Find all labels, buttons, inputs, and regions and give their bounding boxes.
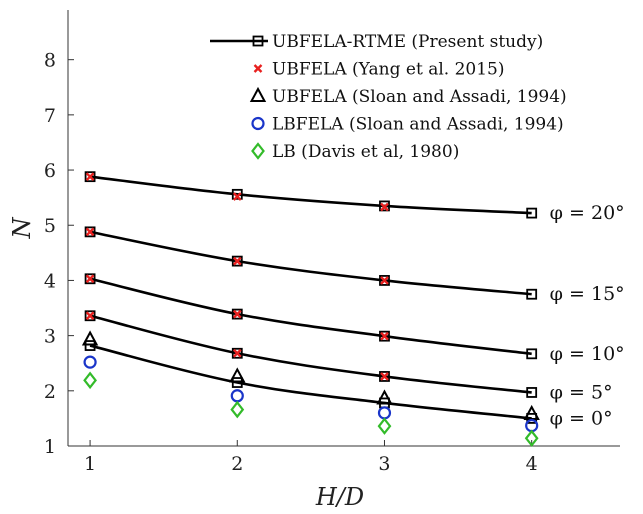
- x-tick-label: 3: [378, 453, 390, 475]
- legend-label-1: UBFELA (Yang et al. 2015): [272, 60, 504, 80]
- legend-marker-3: [251, 116, 265, 131]
- y-axis-title: N: [8, 217, 36, 240]
- data-point-1-1-0: [85, 274, 95, 284]
- data-point-0-3-2: [379, 275, 390, 286]
- legend-label-3: LBFELA (Sloan and Assadi, 1994): [272, 115, 564, 135]
- data-point-0-3-3: [526, 288, 538, 300]
- data-point-3-0-0: [83, 355, 97, 369]
- data-point-1-0-2-stroke: [380, 372, 389, 381]
- data-point-0-2-3: [526, 348, 538, 360]
- data-point-1-1-0-stroke: [85, 274, 95, 284]
- data-point-2-0-1: [229, 367, 246, 383]
- data-point-0-1-1: [231, 347, 243, 359]
- curve-label-4: φ = 20°: [550, 202, 625, 224]
- curves: [89, 175, 532, 420]
- data-point-4-0-2: [377, 417, 392, 435]
- data-point-0-1-2: [379, 371, 390, 382]
- data-point-1-3-0-stroke: [85, 172, 95, 182]
- legend-label-2: UBFELA (Sloan and Assadi, 1994): [272, 87, 567, 107]
- y-tick-label: 1: [44, 436, 56, 458]
- data-point-3-0-3: [525, 418, 539, 433]
- data-point-4-0-3: [524, 429, 539, 448]
- data-point-1-3-2-stroke: [380, 202, 389, 212]
- curve-labels: φ = 0° φ = 5° φ = 10° φ = 15° φ = 20°: [550, 202, 625, 429]
- y-tick-label: 6: [44, 160, 56, 182]
- data-point-0-0-1: [231, 377, 243, 388]
- y-tick-label: 7: [44, 105, 56, 127]
- legend-marker-1: [253, 64, 263, 73]
- y-tick-label: 3: [44, 326, 56, 348]
- series-line-0: [89, 344, 532, 420]
- data-point-3-0-1: [230, 389, 244, 403]
- data-point-1-0-1-stroke: [232, 348, 242, 358]
- legend-marker-2: [249, 86, 267, 102]
- legend-label-0: UBFELA-RTME (Present study): [272, 32, 543, 52]
- data-point-1-0-2: [380, 372, 389, 381]
- curve-label-1: φ = 5°: [550, 381, 613, 403]
- data-point-1-2-2: [380, 276, 389, 285]
- legend-marker-4: [251, 142, 265, 160]
- data-point-0-2-2: [379, 330, 390, 342]
- legend: UBFELA-RTME (Present study) UBFELA (Yang …: [206, 20, 611, 170]
- data-point-2-0-0: [81, 330, 99, 346]
- data-point-2-0-2: [376, 389, 393, 405]
- data-point-1-1-1: [232, 309, 242, 319]
- data-point-1-0-0: [85, 311, 95, 321]
- data-point-1-2-0: [85, 227, 95, 237]
- x-tick-label: 2: [231, 453, 243, 475]
- x-tick-label: 4: [526, 453, 538, 475]
- data-point-1-0-0-stroke: [85, 311, 95, 321]
- data-point-4-0-0: [83, 371, 97, 390]
- x-axis-title: H/D: [315, 483, 364, 511]
- curve-label-3: φ = 15°: [550, 283, 625, 305]
- data-point-0-3-0: [84, 226, 96, 238]
- legend-marker-0: [252, 35, 264, 47]
- legend-box: [206, 20, 611, 170]
- legend-label-4: LB (Davis et al, 1980): [272, 142, 459, 162]
- data-point-1-0-1: [232, 348, 242, 358]
- data-point-0-1-3: [526, 387, 538, 398]
- x-tick-label: 1: [84, 453, 96, 475]
- y-tick-label: 2: [44, 381, 56, 403]
- data-point-0-1-0: [84, 310, 96, 322]
- y-tick-label: 8: [44, 50, 56, 72]
- y-tick-label: 4: [44, 270, 56, 292]
- data-point-1-2-1-stroke: [232, 256, 242, 266]
- series-line-2: [89, 277, 532, 356]
- data-point-0-3-1: [231, 255, 243, 267]
- data-point-1-3-1-stroke: [232, 192, 242, 201]
- y-tick-label: 5: [44, 215, 56, 237]
- data-point-3-0-2: [377, 406, 392, 420]
- data-point-4-0-1: [230, 400, 245, 419]
- data-point-1-3-1: [232, 192, 242, 201]
- data-point-1-3-2: [380, 202, 389, 212]
- data-point-0-4-0: [84, 171, 96, 183]
- data-point-1-2-2-stroke: [380, 276, 389, 285]
- curve-label-0: φ = 0°: [550, 407, 613, 429]
- curve-label-2: φ = 10°: [550, 343, 625, 365]
- axes: 1 2 3 4 1 2 3 4 5 6 7 8: [44, 10, 620, 475]
- data-point-0-4-1: [231, 188, 243, 200]
- data-point-1-1-2-stroke: [380, 331, 389, 341]
- legend-marker-1-stroke: [253, 64, 263, 73]
- data-point-0-2-0: [84, 273, 96, 285]
- data-point-0-4-2: [379, 200, 390, 212]
- data-point-1-1-1-stroke: [232, 309, 242, 319]
- data-point-1-1-2: [380, 331, 389, 341]
- data-point-1-3-0: [85, 172, 95, 182]
- data-point-0-4-3: [526, 207, 538, 219]
- data-point-0-2-1: [231, 308, 243, 320]
- series-line-4: [89, 175, 532, 215]
- data-point-1-2-0-stroke: [85, 227, 95, 237]
- markers: [81, 171, 540, 448]
- series-line-3: [89, 230, 532, 296]
- data-point-0-0-0: [84, 340, 96, 351]
- series-line-1: [89, 314, 532, 394]
- data-point-1-2-1: [232, 256, 242, 266]
